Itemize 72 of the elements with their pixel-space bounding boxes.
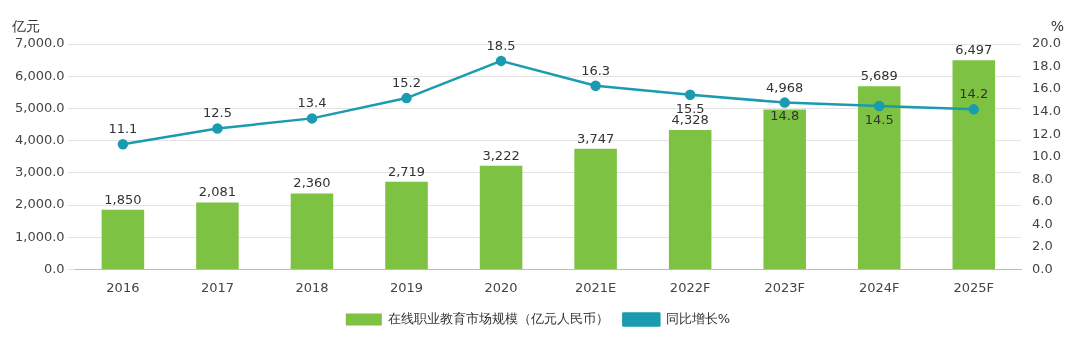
data-label: 3,222 [482, 147, 520, 163]
y2-tick-label: 16.0 [1032, 80, 1062, 96]
data-label: 13.4 [297, 95, 327, 111]
legend-label: 同比增长% [665, 310, 731, 326]
bar [101, 209, 145, 269]
x-tick-label: 2024F [858, 279, 900, 295]
bar [290, 193, 334, 269]
x-tick-label: 2017 [200, 279, 234, 295]
point [873, 100, 885, 112]
y-tick-label: 5,000.0 [14, 99, 65, 115]
data-label: 18.5 [486, 37, 516, 53]
bar [668, 130, 712, 269]
data-label: 11.1 [108, 121, 138, 137]
data-label: 15.2 [392, 74, 421, 90]
y2-tick-label: 4.0 [1032, 215, 1053, 231]
data-label: 2,081 [198, 184, 237, 200]
y-tick-label: 7,000.0 [14, 35, 65, 51]
point [117, 139, 129, 150]
bar [857, 86, 901, 269]
x-tick-label: 2018 [295, 279, 329, 295]
y2-tick-label: 20.0 [1032, 35, 1062, 51]
data-label: 15.5 [675, 100, 705, 116]
point [306, 113, 318, 124]
y2-tick-label: 12.0 [1032, 125, 1062, 141]
y2-tick-label: 10.0 [1032, 148, 1062, 164]
y-tick-label: 1,000.0 [14, 228, 65, 244]
y2-tick-label: 18.0 [1032, 57, 1062, 73]
point [684, 89, 696, 100]
data-label: 5,689 [860, 68, 898, 84]
y2-tick-label: 2.0 [1032, 238, 1053, 254]
point [495, 55, 507, 67]
point [590, 80, 601, 91]
data-label: 2,360 [293, 175, 331, 191]
data-label: 2,719 [387, 163, 426, 179]
data-label: 1,850 [104, 191, 142, 207]
y-tick-label: 0.0 [43, 260, 65, 276]
y2-tick-label: 0.0 [1032, 260, 1053, 276]
bar [196, 202, 239, 269]
x-tick-label: 2020 [484, 279, 518, 295]
y2-tick-label: 8.0 [1032, 170, 1053, 186]
data-label: 12.5 [202, 105, 232, 121]
point [779, 97, 790, 108]
point [401, 92, 412, 104]
bar [763, 109, 806, 269]
x-tick-label: 2016 [106, 279, 140, 295]
data-label: 3,747 [577, 130, 615, 146]
x-tick-label: 2022F [669, 279, 711, 295]
data-label: 14.5 [864, 111, 894, 127]
data-label: 14.8 [770, 108, 800, 124]
data-label: 14.2 [959, 86, 989, 102]
y2-tick-label: 6.0 [1032, 193, 1053, 209]
y2-tick-label: 14.0 [1032, 103, 1062, 118]
bar [952, 60, 996, 269]
y-tick-label: 6,000.0 [14, 67, 65, 83]
x-tick-label: 2021E [574, 279, 617, 295]
bar [385, 181, 428, 269]
y2-axis-title: % [1050, 17, 1064, 34]
y-tick-label: 3,000.0 [14, 164, 65, 180]
x-tick-label: 2023F [764, 279, 805, 295]
y-tick-label: 4,000.0 [14, 131, 65, 147]
y-axis-title: 亿元 [11, 17, 40, 34]
bar [479, 165, 523, 269]
point [212, 123, 223, 134]
data-label: 16.3 [581, 62, 611, 78]
bar [574, 148, 617, 269]
x-tick-label: 2019 [389, 279, 424, 295]
x-tick-label: 2025F [953, 279, 995, 295]
data-label: 6,497 [955, 42, 993, 58]
y-tick-label: 2,000.0 [14, 196, 65, 212]
legend-label: 在线职业教育市场规模（亿元人民币） [388, 310, 610, 326]
point [968, 104, 980, 115]
data-label: 4,968 [766, 80, 804, 96]
